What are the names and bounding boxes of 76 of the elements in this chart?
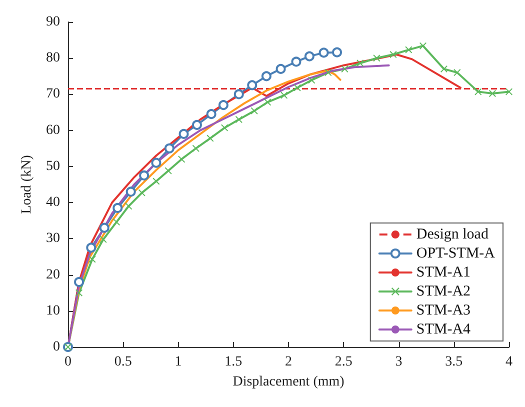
point xyxy=(113,218,120,226)
y-tick-label: 70 xyxy=(46,86,60,102)
x-tick-label: 0.5 xyxy=(114,354,132,370)
point xyxy=(250,107,258,114)
point xyxy=(264,98,272,106)
y-axis-title: Load (kN) xyxy=(20,154,34,214)
point xyxy=(405,46,412,54)
point xyxy=(291,56,302,67)
legend-label: STM-A3 xyxy=(416,302,471,318)
point xyxy=(247,80,258,90)
point xyxy=(112,202,123,213)
point xyxy=(138,189,146,196)
point xyxy=(341,65,348,72)
point xyxy=(86,242,96,253)
x-tick-label: 2.5 xyxy=(334,354,352,370)
point xyxy=(164,143,174,154)
x-tick-label: 1 xyxy=(174,354,182,370)
point xyxy=(488,90,496,97)
point xyxy=(332,47,342,58)
y-tick-label: 10 xyxy=(46,303,60,318)
point xyxy=(125,202,132,210)
point xyxy=(474,88,482,96)
point xyxy=(139,170,150,180)
point xyxy=(294,84,301,92)
legend-label: STM-A1 xyxy=(416,264,471,280)
y-tick-label: 30 xyxy=(46,231,60,246)
point xyxy=(164,167,172,174)
point xyxy=(88,256,96,263)
y-tick-label: 20 xyxy=(46,267,60,282)
point xyxy=(100,236,107,243)
point xyxy=(126,186,136,197)
y-tick-label: 80 xyxy=(46,50,60,66)
point xyxy=(454,69,461,76)
point xyxy=(304,51,314,62)
point xyxy=(151,158,162,168)
y-tick-label: 0 xyxy=(53,340,60,354)
y-tick-label: 50 xyxy=(46,158,60,174)
point xyxy=(280,92,288,99)
point xyxy=(206,109,216,120)
x-tick-label: 3 xyxy=(395,354,402,370)
point xyxy=(234,89,244,100)
x-tick-label: 4 xyxy=(506,354,512,370)
point xyxy=(276,64,286,74)
point xyxy=(324,69,332,76)
x-tick-label: 1.5 xyxy=(224,354,242,370)
point xyxy=(218,100,228,110)
point xyxy=(99,222,110,233)
point xyxy=(192,120,202,130)
x-tick-label: 0 xyxy=(64,354,72,370)
x-tick-label: 2 xyxy=(285,354,292,370)
point xyxy=(235,116,242,123)
point xyxy=(221,124,228,132)
point xyxy=(261,71,272,82)
point xyxy=(506,88,512,96)
y-tick-label: 60 xyxy=(46,122,60,138)
legend-label: Design load xyxy=(416,226,489,242)
legend-label: OPT-STM-A xyxy=(416,246,496,262)
point xyxy=(356,60,364,67)
point xyxy=(76,289,83,296)
point xyxy=(206,134,214,142)
point xyxy=(318,48,329,58)
legend-label: STM-A4 xyxy=(416,322,472,338)
point xyxy=(178,128,189,139)
point xyxy=(308,76,316,84)
point xyxy=(74,277,84,287)
point xyxy=(192,144,200,152)
y-tick-label: 40 xyxy=(46,195,60,210)
point xyxy=(152,178,160,185)
x-tick-label: 3.5 xyxy=(445,354,463,370)
y-tick-label: 90 xyxy=(46,14,60,30)
legend-label: STM-A2 xyxy=(416,284,471,300)
x-axis-title: Displacement (mm) xyxy=(232,374,345,390)
point xyxy=(373,54,380,62)
point xyxy=(178,156,186,163)
point xyxy=(440,65,448,72)
point xyxy=(420,42,427,50)
